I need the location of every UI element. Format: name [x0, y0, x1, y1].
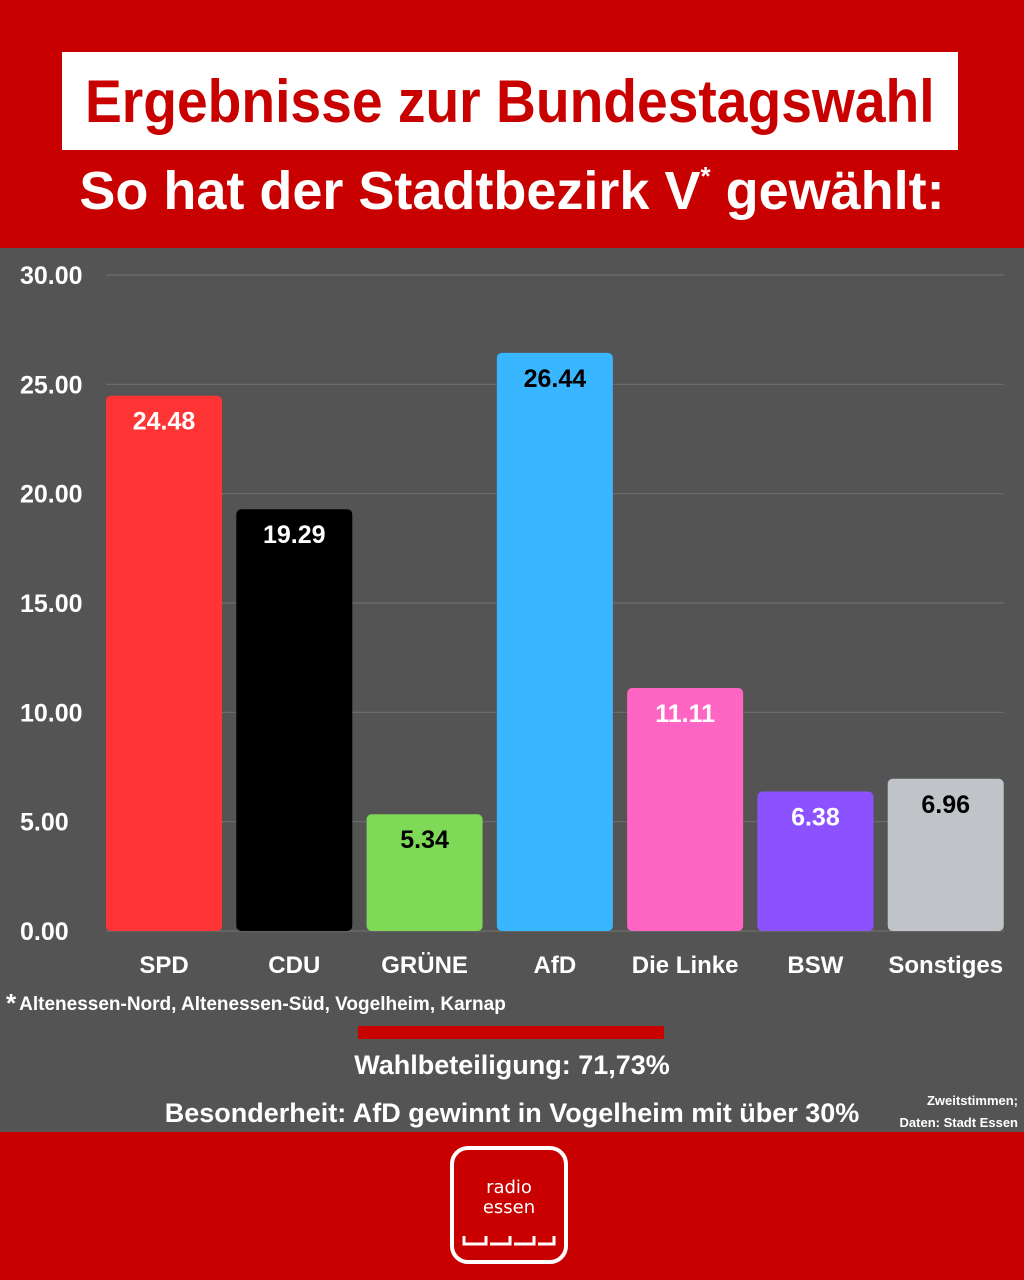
subtitle-asterisk: * [700, 161, 711, 191]
data-label: 6.96 [921, 791, 970, 819]
title-box: Ergebnisse zur Bundestagswahl [62, 52, 958, 150]
y-tick-label: 20.00 [20, 481, 83, 509]
y-tick-label: 25.00 [20, 371, 83, 399]
footnote-asterisk: * [6, 988, 17, 1018]
bar [106, 395, 222, 931]
footnote-text: Altenessen-Nord, Altenessen-Süd, Vogelhe… [19, 994, 506, 1015]
y-tick-label: 0.00 [20, 918, 69, 946]
page-title: Ergebnisse zur Bundestagswahl [85, 67, 935, 135]
logo-text: radio essen [454, 1178, 564, 1218]
y-tick-label: 10.00 [20, 699, 83, 727]
bar [757, 791, 874, 931]
y-tick-label: 5.00 [20, 809, 69, 837]
source-note: Zweitstimmen; Daten: Stadt Essen [900, 1090, 1018, 1134]
bar [496, 352, 613, 931]
footer: radio essen [0, 1132, 1024, 1280]
bar [627, 688, 744, 931]
data-label: 5.34 [400, 826, 449, 854]
data-label: 6.38 [791, 803, 840, 831]
logo-wave-icon [462, 1236, 556, 1246]
source-line-1: Zweitstimmen; [926, 1093, 1018, 1108]
logo-line-1: radio [486, 1177, 532, 1198]
y-tick-label: 15.00 [20, 590, 83, 618]
radio-essen-logo: radio essen [450, 1146, 568, 1264]
special-text: Besonderheit: AfD gewinnt in Vogelheim m… [164, 1098, 860, 1128]
x-tick-label: BSW [787, 952, 843, 979]
data-label: 19.29 [263, 521, 326, 549]
chart-panel: 0.00 5.00 10.00 15.00 20.00 25.00 30.00 24.48 SP… [0, 248, 1024, 1132]
x-tick-label: SPD [139, 952, 188, 979]
x-tick-label: Sonstiges [888, 952, 1003, 979]
bar-chart: 0.00 5.00 10.00 15.00 20.00 25.00 30.00 24.48 SP… [20, 262, 1004, 979]
subtitle: So hat der Stadtbezirk V* gewählt: [0, 160, 1024, 222]
footnote: * Altenessen-Nord, Altenessen-Süd, Vogelh… [6, 988, 506, 1019]
x-tick-label: AfD [534, 952, 577, 979]
y-tick-label: 30.00 [20, 262, 83, 290]
source-line-2: Daten: Stadt Essen [899, 1115, 1018, 1130]
x-tick-label: Die Linke [632, 952, 739, 979]
logo-line-2: essen [482, 1197, 536, 1218]
x-tick-label: GRÜNE [381, 952, 468, 979]
data-label: 24.48 [133, 408, 196, 436]
subtitle-main: So hat der Stadtbezirk V [79, 161, 701, 221]
data-label: 26.44 [524, 365, 587, 393]
bar [366, 814, 483, 931]
header: Ergebnisse zur Bundestagswahl So hat der… [0, 0, 1024, 248]
subtitle-end: gewählt: [725, 161, 945, 221]
divider-line [358, 1026, 664, 1039]
bar [236, 509, 353, 931]
x-tick-label: CDU [268, 952, 320, 979]
bar [887, 778, 1004, 931]
turnout-text: Wahlbeteiligung: 71,73% [354, 1050, 670, 1080]
data-label: 11.11 [655, 700, 715, 728]
